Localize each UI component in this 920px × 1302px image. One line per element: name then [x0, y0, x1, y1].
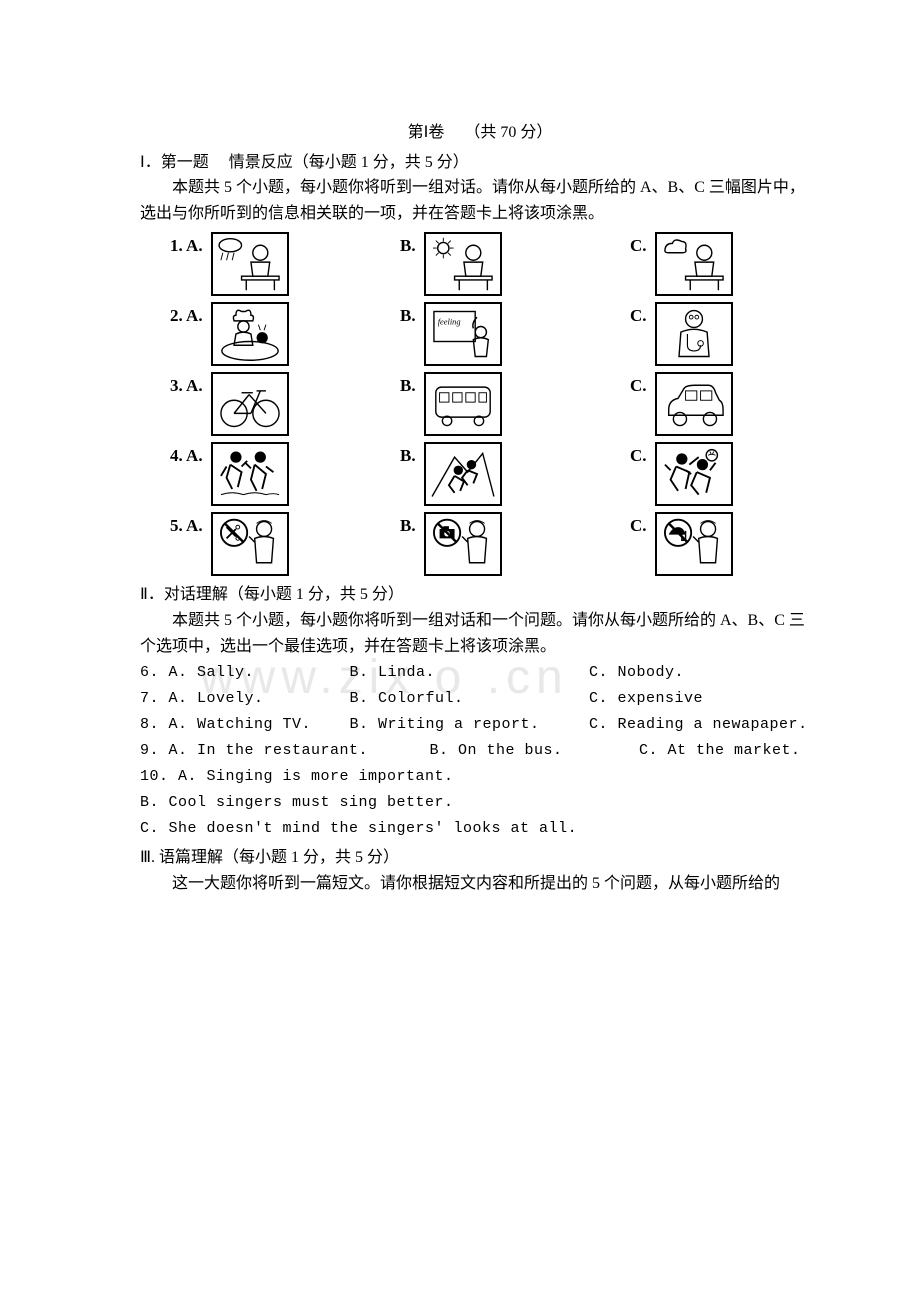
q7-a: 7. A. Lovely. — [140, 687, 340, 711]
section2-title: Ⅱ．对话理解（每小题 1 分，共 5 分） — [140, 582, 820, 608]
q6-b: B. Linda. — [350, 661, 580, 685]
pic-4b: B. — [400, 442, 590, 506]
cloud-desk-icon — [655, 232, 733, 296]
q6: 6. A. Sally. B. Linda. C. Nobody. — [140, 661, 820, 685]
pic-4c: C. — [630, 442, 820, 506]
pic-2b: B. feeling — [400, 302, 590, 366]
section1-subtitle: 情景反应（每小题 1 分，共 5 分） — [229, 154, 469, 171]
pic-1a: 1. A. — [170, 232, 360, 296]
label-2c: C. — [630, 302, 647, 329]
volume-header: 第Ⅰ卷 （共 70 分） — [140, 120, 820, 146]
label-5b: B. — [400, 512, 416, 539]
q8-b: B. Writing a report. — [350, 713, 580, 737]
q10-a: 10. A. Singing is more important. — [140, 765, 820, 789]
q7: 7. A. Lovely. B. Colorful. C. expensive — [140, 687, 820, 711]
pic-3c: C. — [630, 372, 820, 436]
volume-label: 第Ⅰ卷 — [408, 124, 445, 141]
pic-5c: C. — [630, 512, 820, 576]
picture-row-1: 1. A. B. C. — [170, 232, 820, 296]
section2-desc: 本题共 5 个小题，每小题你将听到一组对话和一个问题。请你从每小题所给的 A、B… — [140, 608, 820, 659]
document-body: 第Ⅰ卷 （共 70 分） Ⅰ．第一题 情景反应（每小题 1 分，共 5 分） 本… — [140, 120, 820, 896]
section3-desc: 这一大题你将听到一篇短文。请你根据短文内容和所提出的 5 个问题，从每小题所给的 — [140, 871, 820, 897]
no-camera-girl-icon — [424, 512, 502, 576]
q9-c: C. At the market. — [639, 739, 801, 763]
volume-points: （共 70 分） — [464, 124, 552, 141]
bus-icon — [424, 372, 502, 436]
pic-1c: C. — [630, 232, 820, 296]
label-2b: B. — [400, 302, 416, 329]
no-food-girl-icon — [655, 512, 733, 576]
label-2a: 2. A. — [170, 302, 203, 329]
label-4c: C. — [630, 442, 647, 469]
label-1b: B. — [400, 232, 416, 259]
label-3b: B. — [400, 372, 416, 399]
section1-desc: 本题共 5 个小题，每小题你将听到一组对话。请你从每小题所给的 A、B、C 三幅… — [140, 175, 820, 226]
rain-desk-icon — [211, 232, 289, 296]
q8-c: C. Reading a newapaper. — [589, 713, 808, 737]
label-1a: 1. A. — [170, 232, 203, 259]
label-4b: B. — [400, 442, 416, 469]
q9: 9. A. In the restaurant. B. On the bus. … — [140, 739, 820, 763]
svg-text:feeling: feeling — [437, 317, 460, 327]
q7-b: B. Colorful. — [350, 687, 580, 711]
kids-ball-icon — [655, 442, 733, 506]
q8-a: 8. A. Watching TV. — [140, 713, 340, 737]
pic-1b: B. — [400, 232, 590, 296]
q7-c: C. expensive — [589, 687, 703, 711]
pic-2c: C. — [630, 302, 820, 366]
kids-play-icon — [211, 442, 289, 506]
picture-row-5: 5. A. B. C. — [170, 512, 820, 576]
label-4a: 4. A. — [170, 442, 203, 469]
teacher-board-icon: feeling — [424, 302, 502, 366]
label-5c: C. — [630, 512, 647, 539]
kids-climb-icon — [424, 442, 502, 506]
pic-3a: 3. A. — [170, 372, 360, 436]
picture-row-2: 2. A. B. feeling C. — [170, 302, 820, 366]
q9-a: 9. A. In the restaurant. — [140, 739, 420, 763]
label-5a: 5. A. — [170, 512, 203, 539]
chef-cook-icon — [211, 302, 289, 366]
q10-b: B. Cool singers must sing better. — [140, 791, 820, 815]
pic-5a: 5. A. — [170, 512, 360, 576]
sun-desk-icon — [424, 232, 502, 296]
picture-row-4: 4. A. B. C. — [170, 442, 820, 506]
q8: 8. A. Watching TV. B. Writing a report. … — [140, 713, 820, 737]
picture-row-3: 3. A. B. C. — [170, 372, 820, 436]
pic-4a: 4. A. — [170, 442, 360, 506]
pic-2a: 2. A. — [170, 302, 360, 366]
q10-c: C. She doesn't mind the singers' looks a… — [140, 817, 820, 841]
label-3a: 3. A. — [170, 372, 203, 399]
bicycle-icon — [211, 372, 289, 436]
section1-header: Ⅰ．第一题 情景反应（每小题 1 分，共 5 分） — [140, 150, 820, 176]
no-scissors-girl-icon — [211, 512, 289, 576]
pic-5b: B. — [400, 512, 590, 576]
q6-c: C. Nobody. — [589, 661, 684, 685]
q6-a: 6. A. Sally. — [140, 661, 340, 685]
car-icon — [655, 372, 733, 436]
q9-b: B. On the bus. — [430, 739, 630, 763]
label-1c: C. — [630, 232, 647, 259]
doctor-icon — [655, 302, 733, 366]
pic-3b: B. — [400, 372, 590, 436]
section3-title: Ⅲ. 语篇理解（每小题 1 分，共 5 分） — [140, 845, 820, 871]
section1-title: Ⅰ．第一题 — [140, 154, 209, 171]
label-3c: C. — [630, 372, 647, 399]
